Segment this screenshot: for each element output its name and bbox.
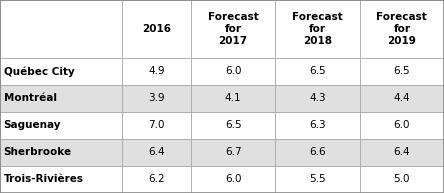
Text: 4.4: 4.4 [393, 93, 410, 103]
Text: 3.9: 3.9 [148, 93, 165, 103]
Bar [122, 112, 191, 139]
Bar [275, 85, 360, 112]
Bar [360, 139, 444, 166]
Text: 6.5: 6.5 [309, 66, 326, 76]
Text: 7.0: 7.0 [148, 120, 165, 130]
Bar [275, 139, 360, 166]
Text: Québec City: Québec City [4, 66, 74, 77]
Text: 6.4: 6.4 [148, 147, 165, 157]
Text: 6.6: 6.6 [309, 147, 326, 157]
Bar [275, 112, 360, 139]
Bar [122, 58, 191, 85]
Bar [191, 0, 275, 58]
Bar [0, 58, 122, 85]
Bar [191, 166, 275, 193]
Bar [360, 0, 444, 58]
Bar [122, 166, 191, 193]
Bar [0, 112, 122, 139]
Bar [275, 166, 360, 193]
Bar [360, 112, 444, 139]
Text: 5.5: 5.5 [309, 174, 326, 185]
Bar [122, 139, 191, 166]
Text: Sherbrooke: Sherbrooke [4, 147, 71, 157]
Text: 6.0: 6.0 [225, 66, 242, 76]
Bar [122, 85, 191, 112]
Text: 4.1: 4.1 [225, 93, 242, 103]
Bar [275, 0, 360, 58]
Text: 6.3: 6.3 [309, 120, 326, 130]
Text: 6.5: 6.5 [393, 66, 410, 76]
Bar [191, 58, 275, 85]
Text: Montréal: Montréal [4, 93, 56, 103]
Bar [360, 166, 444, 193]
Bar [191, 139, 275, 166]
Bar [191, 85, 275, 112]
Text: 5.0: 5.0 [393, 174, 410, 185]
Text: Forecast
for
2017: Forecast for 2017 [208, 12, 258, 46]
Text: 2016: 2016 [142, 24, 171, 34]
Text: 4.9: 4.9 [148, 66, 165, 76]
Bar [0, 166, 122, 193]
Bar [0, 0, 122, 58]
Text: 4.3: 4.3 [309, 93, 326, 103]
Bar [122, 0, 191, 58]
Text: 6.5: 6.5 [225, 120, 242, 130]
Text: 6.0: 6.0 [393, 120, 410, 130]
Text: Forecast
for
2018: Forecast for 2018 [292, 12, 343, 46]
Bar [360, 58, 444, 85]
Bar [0, 85, 122, 112]
Bar [0, 139, 122, 166]
Bar [191, 112, 275, 139]
Text: Trois-Rivières: Trois-Rivières [4, 174, 83, 185]
Bar [275, 58, 360, 85]
Bar [360, 85, 444, 112]
Text: 6.2: 6.2 [148, 174, 165, 185]
Text: 6.0: 6.0 [225, 174, 242, 185]
Text: Saguenay: Saguenay [4, 120, 61, 130]
Text: 6.4: 6.4 [393, 147, 410, 157]
Text: Forecast
for
2019: Forecast for 2019 [377, 12, 427, 46]
Text: 6.7: 6.7 [225, 147, 242, 157]
